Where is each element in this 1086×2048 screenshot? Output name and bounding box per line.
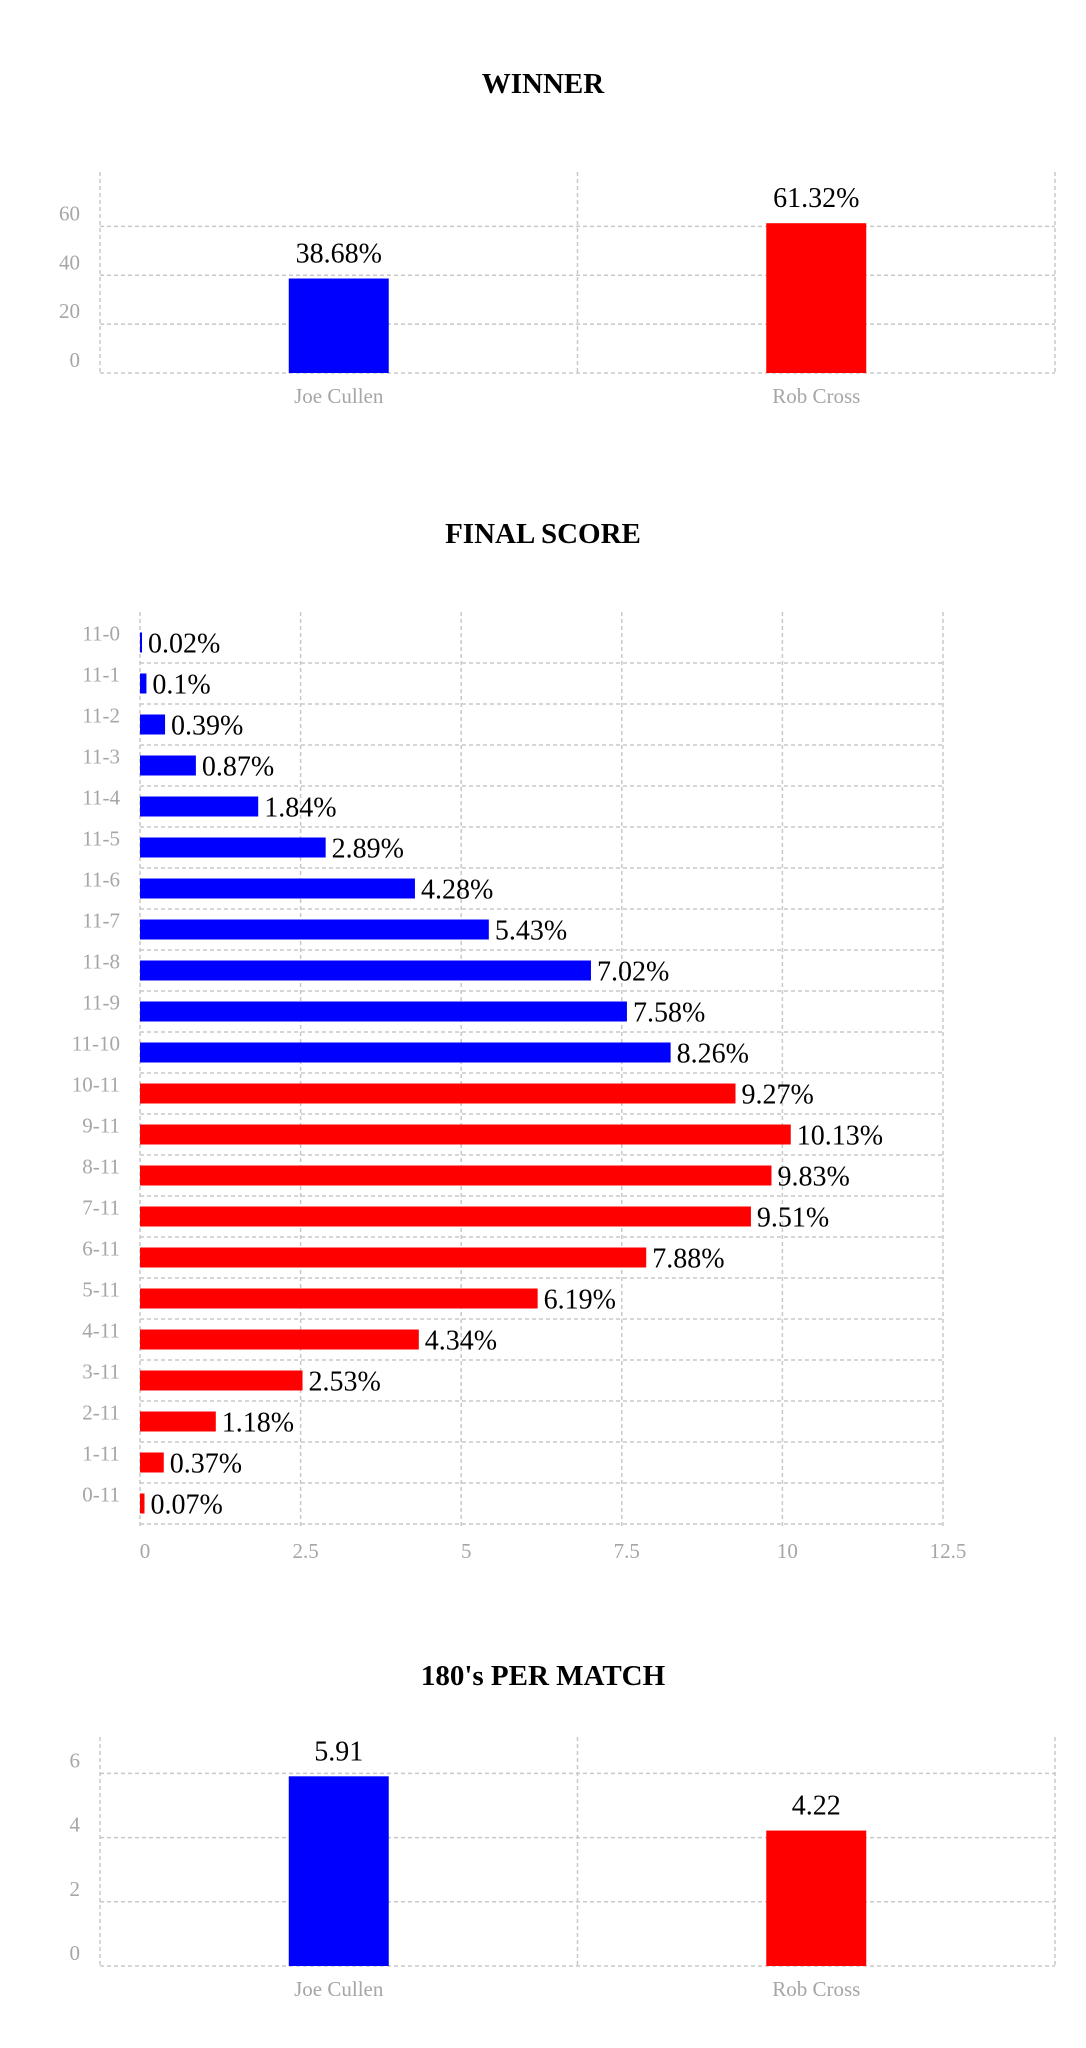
winner-chart-title: WINNER <box>481 68 605 100</box>
data-label: 7.88% <box>652 1244 724 1275</box>
bar-5-11 <box>140 1288 538 1309</box>
data-label: 9.83% <box>777 1162 849 1193</box>
bar-3-11 <box>140 1370 303 1391</box>
data-label: 4.28% <box>421 875 493 906</box>
x-tick-label: 10 <box>777 1539 798 1563</box>
data-label: 10.13% <box>797 1121 883 1152</box>
data-label: 38.68% <box>296 239 382 270</box>
winner-chart: 0 20 40 60 38.68% Joe Cullen 61.32% Rob Cross <box>59 172 1056 408</box>
data-label: 7.02% <box>597 957 669 988</box>
bar-11-6 <box>140 878 415 899</box>
y-tick-label: 11-6 <box>82 868 120 892</box>
bar-11-2 <box>140 714 166 735</box>
y-tick-label: 0 <box>70 348 81 372</box>
data-label: 6.19% <box>544 1285 616 1316</box>
bar-6-11 <box>140 1247 647 1268</box>
y-tick-label: 20 <box>59 299 80 323</box>
one-eighties-chart: 0 2 4 6 5.91 Joe Cullen 4.22 Rob Cross <box>70 1736 1056 2001</box>
data-label: 0.87% <box>202 752 274 783</box>
bar-10-11 <box>140 1083 736 1104</box>
y-tick-label: 4 <box>70 1813 81 1837</box>
final-score-chart: 0 2.5 5 7.5 10 12.5 11-0 0.02% 11-1 0.1% 11-2 0.39%… <box>72 612 967 1563</box>
data-label: 5.43% <box>495 916 567 947</box>
bar-7-11 <box>140 1206 751 1227</box>
bar-1-11 <box>140 1452 164 1473</box>
bar-9-11 <box>140 1124 791 1145</box>
bar-joe-cullen <box>288 1776 389 1966</box>
bar-11-0 <box>140 632 142 653</box>
one-eighties-chart-title: 180's PER MATCH <box>420 1660 666 1692</box>
bar-11-10 <box>140 1042 671 1063</box>
x-tick-label: Rob Cross <box>772 384 860 408</box>
data-label: 4.34% <box>425 1326 497 1357</box>
y-tick-label: 8-11 <box>82 1155 120 1179</box>
data-label: 0.07% <box>150 1490 222 1521</box>
data-label: 7.58% <box>633 998 705 1029</box>
bar-11-5 <box>140 837 326 858</box>
y-tick-label: 11-7 <box>82 909 120 933</box>
y-tick-label: 11-3 <box>82 745 120 769</box>
bar-11-4 <box>140 796 259 817</box>
bar-rob-cross <box>766 1830 867 1966</box>
bar-11-8 <box>140 960 591 981</box>
y-tick-label: 7-11 <box>82 1196 120 1220</box>
bar-11-9 <box>140 1001 627 1022</box>
data-label: 9.51% <box>757 1203 829 1234</box>
data-label: 4.22 <box>792 1791 841 1822</box>
y-tick-label: 4-11 <box>82 1319 120 1343</box>
y-tick-label: 10-11 <box>72 1073 120 1097</box>
y-tick-label: 11-8 <box>82 950 120 974</box>
data-label: 0.37% <box>170 1449 242 1480</box>
bar-rob-cross <box>766 223 867 373</box>
y-tick-label: 0 <box>70 1941 81 1965</box>
x-tick-label: 7.5 <box>614 1539 640 1563</box>
data-label: 9.27% <box>742 1080 814 1111</box>
y-tick-label: 5-11 <box>82 1278 120 1302</box>
x-tick-label: 2.5 <box>292 1539 318 1563</box>
bar-8-11 <box>140 1165 772 1186</box>
data-label: 8.26% <box>677 1039 749 1070</box>
y-tick-label: 11-2 <box>82 704 120 728</box>
data-label: 1.18% <box>222 1408 294 1439</box>
bar-11-3 <box>140 755 196 776</box>
data-label: 2.89% <box>332 834 404 865</box>
bar-joe-cullen <box>288 278 389 373</box>
y-tick-label: 11-10 <box>72 1032 120 1056</box>
y-tick-label: 11-9 <box>82 991 120 1015</box>
bar-4-11 <box>140 1329 419 1350</box>
y-tick-label: 3-11 <box>82 1360 120 1384</box>
data-label: 0.39% <box>171 711 243 742</box>
data-label: 2.53% <box>309 1367 381 1398</box>
y-tick-label: 60 <box>59 201 80 225</box>
y-tick-label: 11-0 <box>82 622 120 646</box>
y-tick-label: 9-11 <box>82 1114 120 1138</box>
x-tick-label: Joe Cullen <box>294 384 384 408</box>
y-tick-label: 2-11 <box>82 1401 120 1425</box>
y-tick-label: 11-4 <box>82 786 120 810</box>
data-label: 0.02% <box>148 629 220 660</box>
y-tick-label: 2 <box>70 1877 81 1901</box>
x-tick-label: Rob Cross <box>772 1977 860 2001</box>
y-tick-label: 40 <box>59 250 80 274</box>
x-tick-label: 12.5 <box>930 1539 967 1563</box>
data-label: 5.91 <box>314 1736 363 1767</box>
x-tick-label: 5 <box>461 1539 472 1563</box>
final-score-chart-title: FINAL SCORE <box>445 518 641 550</box>
x-tick-label: 0 <box>140 1539 151 1563</box>
bar-11-7 <box>140 919 489 940</box>
bar-2-11 <box>140 1411 216 1432</box>
data-label: 0.1% <box>152 670 210 701</box>
bar-11-1 <box>140 673 147 694</box>
x-tick-label: Joe Cullen <box>294 1977 384 2001</box>
y-tick-label: 6-11 <box>82 1237 120 1261</box>
y-tick-label: 11-1 <box>82 663 120 687</box>
y-tick-label: 1-11 <box>82 1442 120 1466</box>
y-tick-label: 6 <box>70 1748 81 1772</box>
bar-0-11 <box>140 1493 145 1514</box>
y-tick-label: 11-5 <box>82 827 120 851</box>
data-label: 61.32% <box>773 183 859 214</box>
y-tick-label: 0-11 <box>82 1483 120 1507</box>
data-label: 1.84% <box>264 793 336 824</box>
